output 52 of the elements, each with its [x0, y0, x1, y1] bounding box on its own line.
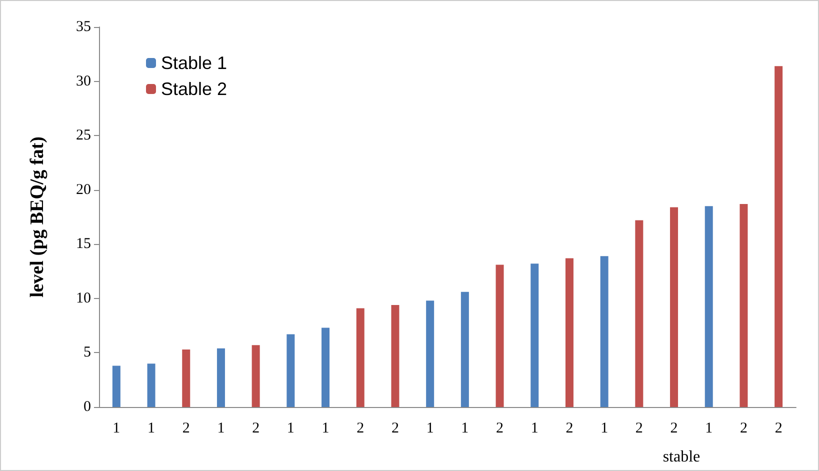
- y-tick-label: 10: [76, 290, 91, 306]
- x-axis-title: stable: [662, 448, 700, 466]
- x-tick-label: 2: [740, 420, 748, 436]
- x-tick-label: 1: [600, 420, 608, 436]
- y-tick-label: 35: [76, 19, 91, 35]
- bar: [670, 207, 678, 407]
- x-tick-label: 2: [252, 420, 260, 436]
- bar: [182, 349, 190, 407]
- bar: [774, 66, 783, 407]
- x-tick-label: 2: [774, 420, 782, 436]
- x-tick-label: 2: [182, 420, 190, 436]
- bar: [112, 366, 120, 407]
- bar: [216, 348, 225, 407]
- bar: [704, 206, 713, 407]
- x-tick-label: 2: [356, 420, 364, 436]
- x-tick-label: 1: [530, 420, 538, 436]
- x-tick-label: 2: [391, 420, 399, 436]
- bar: [147, 364, 156, 407]
- x-tick-label: 1: [705, 420, 713, 436]
- bar: [565, 258, 574, 407]
- bar: [460, 292, 469, 407]
- y-tick-label: 25: [76, 128, 91, 144]
- y-tick-label: 30: [76, 73, 91, 90]
- y-tick-label: 0: [84, 399, 91, 415]
- x-tick-label: 1: [112, 420, 120, 436]
- legend-label: Stable 1: [161, 53, 228, 73]
- bar: [496, 264, 504, 407]
- x-tick-label: 1: [322, 420, 330, 436]
- bar: [635, 220, 644, 407]
- bar: [530, 264, 539, 407]
- x-tick-label: 1: [148, 420, 156, 436]
- x-tick-label: 1: [426, 420, 434, 436]
- x-tick-label: 1: [217, 420, 225, 436]
- bar: [356, 308, 364, 407]
- y-axis-title: level (pg BEQ/g fat): [27, 136, 48, 298]
- bar: [286, 334, 295, 407]
- x-tick-label: 2: [635, 420, 643, 436]
- x-tick-label: 2: [566, 420, 574, 436]
- y-tick-label: 20: [76, 182, 91, 198]
- bar: [322, 328, 330, 407]
- y-tick-label: 5: [84, 344, 91, 361]
- y-tick-label: 15: [76, 236, 91, 252]
- x-tick-label: 2: [496, 420, 504, 436]
- bar: [391, 304, 400, 407]
- x-tick-label: 1: [461, 420, 469, 436]
- bar: [252, 345, 260, 407]
- x-tick-label: 1: [286, 420, 294, 436]
- bar: [600, 256, 608, 407]
- bar: [426, 300, 434, 407]
- legend-label: Stable 2: [161, 79, 228, 99]
- bar: [740, 204, 748, 407]
- x-tick-label: 2: [670, 420, 678, 436]
